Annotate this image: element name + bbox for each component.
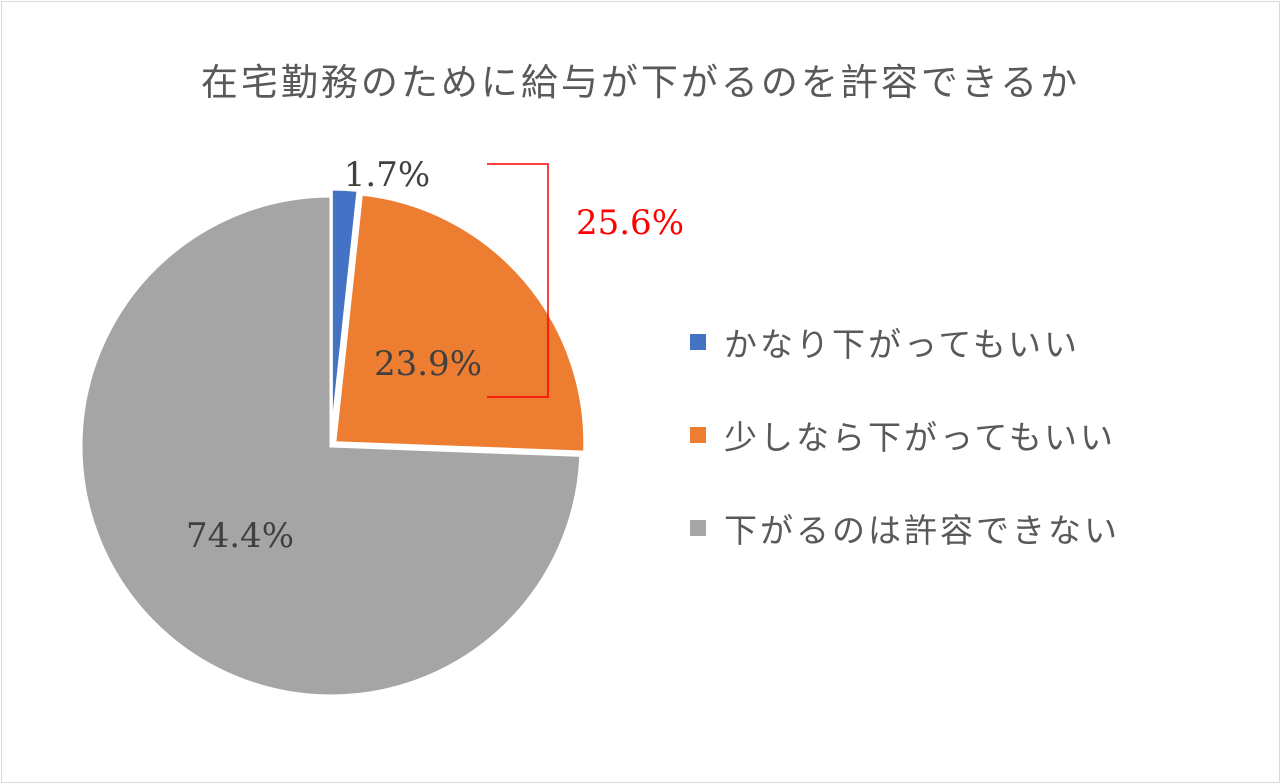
data-label-kanari: 1.7% (344, 155, 430, 195)
legend-label: 下がるのは許容できない (724, 511, 1120, 550)
legend-swatch-orange (690, 427, 706, 443)
chart-title: 在宅勤務のために給与が下がるのを許容できるか (200, 61, 1081, 104)
legend-label: 少しなら下がってもいい (724, 418, 1117, 457)
data-label-sukoshi: 23.9% (374, 344, 482, 384)
annotation-total-label: 25.6% (576, 203, 684, 243)
legend-label: かなり下がってもいい (724, 325, 1081, 364)
annotation-bracket (487, 163, 549, 398)
pie-slice-kanari (329, 187, 360, 440)
data-label-kyoyo-dekinai: 74.4% (186, 516, 294, 556)
pie-slice-kyoyo-dekinai (79, 194, 583, 698)
legend-swatch-gray (690, 520, 706, 536)
pie-slice-sukoshi (333, 192, 587, 454)
legend-swatch-blue (690, 334, 706, 350)
